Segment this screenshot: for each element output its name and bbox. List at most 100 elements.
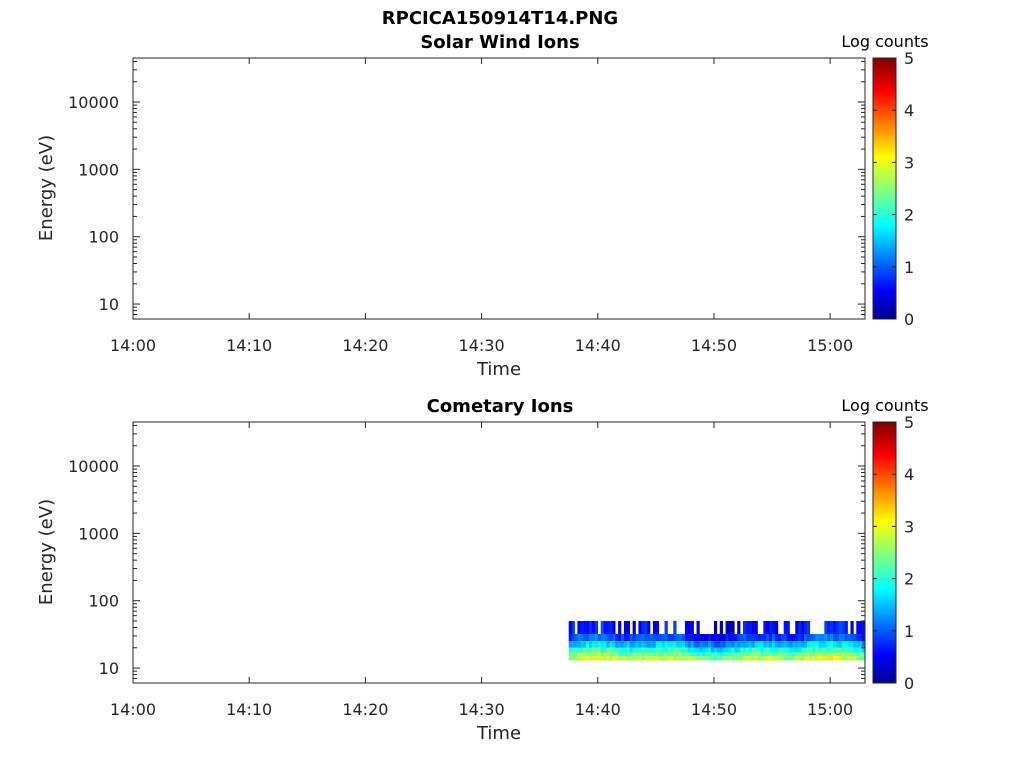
heatmap-cell (798, 656, 802, 661)
heatmap-cell (801, 620, 805, 635)
heatmap-cell (830, 620, 834, 635)
heatmap-cell (612, 647, 616, 653)
heatmap-cell (815, 641, 819, 648)
heatmap-cell (766, 620, 770, 635)
x-tick-label: 14:10 (226, 336, 272, 355)
heatmap-cell (818, 641, 822, 648)
heatmap-cell (725, 620, 729, 635)
heatmap-cell (841, 641, 845, 648)
heatmap-cell (667, 656, 671, 661)
heatmap-cell (682, 634, 686, 642)
x-tick-label: 14:30 (459, 700, 505, 719)
heatmap-cell (638, 647, 642, 653)
heatmap-cell (589, 634, 593, 642)
colorbar-tick-label: 2 (904, 206, 914, 225)
heatmap-cell (760, 641, 764, 648)
heatmap-cell (830, 656, 834, 661)
heatmap-cell (583, 620, 587, 635)
heatmap-cell (809, 634, 814, 642)
x-tick-label: 14:00 (110, 336, 156, 355)
heatmap-cell (751, 647, 755, 653)
heatmap-cell (655, 656, 660, 661)
heatmap-cell (586, 620, 590, 635)
heatmap-cell (600, 634, 604, 642)
heatmap-cell (798, 641, 802, 648)
heatmap-cell (769, 641, 773, 648)
heatmap-cell (754, 647, 758, 653)
heatmap-cell (676, 641, 680, 648)
heatmap-cell (769, 620, 773, 635)
heatmap-cell (777, 647, 782, 653)
heatmap-cell (586, 656, 590, 661)
heatmap-cell (586, 652, 590, 657)
heatmap-cell (844, 652, 848, 657)
y-tick-label: 10 (99, 295, 119, 314)
heatmap-cell (830, 647, 834, 653)
heatmap-cell (693, 652, 697, 657)
heatmap-cell (801, 656, 805, 661)
heatmap-cell (621, 641, 625, 648)
heatmap-cell (600, 656, 604, 661)
heatmap-cell (734, 641, 738, 648)
heatmap-cell (766, 641, 770, 648)
heatmap-cell (745, 652, 750, 657)
heatmap-cell (731, 620, 735, 635)
heatmap-cell (780, 647, 784, 653)
heatmap-cell (850, 652, 854, 657)
heatmap-cell (806, 656, 811, 661)
heatmap-cell (580, 647, 584, 653)
heatmap-cell (772, 634, 776, 642)
heatmap-cell (696, 656, 700, 661)
heatmap-cell (635, 656, 639, 661)
heatmap-cell (641, 641, 645, 648)
heatmap-cell (838, 656, 843, 661)
heatmap-cell (618, 647, 622, 653)
heatmap-cell (638, 634, 642, 642)
heatmap-cell (687, 652, 692, 657)
heatmap-cell (629, 634, 633, 642)
heatmap-cell (740, 652, 744, 657)
heatmap-cell (821, 641, 825, 648)
heatmap-cell (571, 634, 575, 642)
heatmap-cell (650, 656, 654, 661)
heatmap-cell (722, 641, 726, 648)
heatmap-cell (594, 652, 599, 657)
x-tick-label: 14:20 (342, 700, 388, 719)
heatmap-cell (719, 656, 723, 661)
heatmap-cell (606, 641, 610, 648)
y-axis-ticks: 10 100 1000 10000 (68, 424, 865, 684)
heatmap-cell (684, 641, 689, 648)
heatmap-cell (740, 634, 744, 642)
heatmap-cell (690, 652, 694, 657)
heatmap-cell (568, 620, 572, 635)
colorbar-tick-label: 0 (904, 674, 914, 693)
heatmap-cell (774, 652, 779, 657)
heatmap-cell (760, 656, 764, 661)
colorbar-tick-label: 3 (904, 153, 914, 172)
heatmap-cell (586, 647, 590, 653)
heatmap-cell (722, 634, 726, 642)
heatmap-cell (835, 641, 840, 648)
heatmap-cell (716, 652, 721, 657)
heatmap-cell (635, 641, 639, 648)
colorbar-tick-label: 3 (904, 517, 914, 536)
heatmap-cell (821, 634, 825, 642)
heatmap-cell (667, 652, 671, 657)
heatmap-cell (841, 634, 845, 642)
x-tick-label: 15:00 (807, 700, 853, 719)
heatmap-cell (792, 647, 796, 653)
heatmap-cell (827, 620, 831, 635)
heatmap-cell (711, 641, 715, 648)
heatmap-cell (745, 620, 750, 635)
heatmap-cell (597, 634, 601, 642)
heatmap-cell (580, 656, 584, 661)
heatmap-cell (632, 634, 636, 642)
heatmap-cell (780, 656, 784, 661)
heatmap-cell (806, 620, 811, 635)
heatmap-cell (792, 641, 796, 648)
heatmap-cell (766, 652, 770, 657)
heatmap-cell (696, 641, 700, 648)
heatmap-cell (664, 656, 668, 661)
heatmap-cell (786, 647, 790, 653)
heatmap-cell (850, 641, 854, 648)
